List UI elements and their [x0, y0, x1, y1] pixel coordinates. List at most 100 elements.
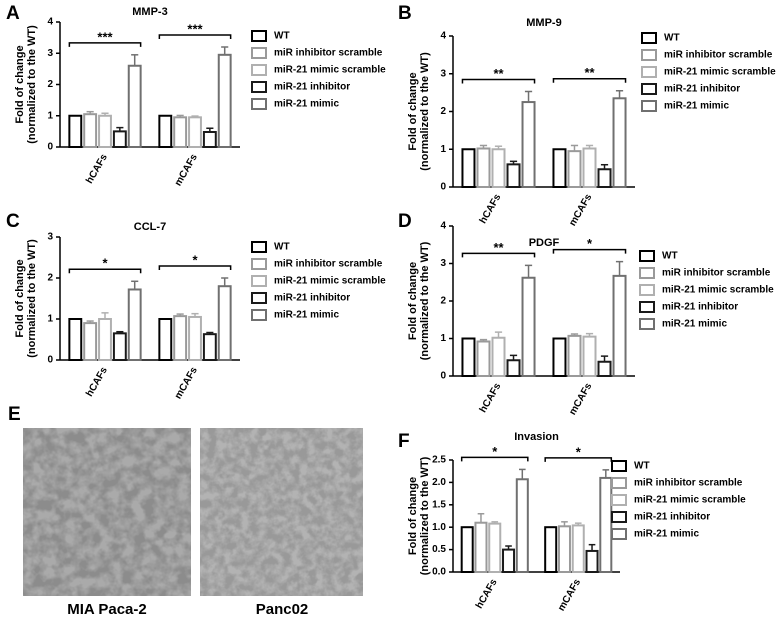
significance-bracket [461, 252, 536, 258]
bar [474, 521, 488, 573]
bar [127, 64, 142, 148]
legend-label: miR-21 mimic [274, 310, 339, 321]
y-tick-label: 0 [47, 355, 53, 366]
bar [488, 522, 502, 574]
significance-bracket [158, 34, 232, 39]
legend-label: miR-21 inhibitor [664, 84, 740, 95]
legend-swatch [611, 460, 627, 472]
legend-label: miR inhibitor scramble [274, 48, 383, 59]
legend-swatch [639, 250, 655, 262]
legend-swatch [639, 267, 655, 279]
legend-swatch [251, 98, 267, 110]
bar [585, 549, 599, 573]
bar [502, 548, 516, 573]
bar [557, 525, 571, 574]
legend-swatch [639, 284, 655, 296]
significance-label: ** [584, 65, 595, 80]
significance-label: * [587, 236, 593, 251]
legend-swatch [639, 301, 655, 313]
legend-label: miR inhibitor scramble [664, 50, 773, 61]
panel-label: A [6, 3, 20, 24]
bar [599, 476, 613, 574]
bar [217, 53, 232, 148]
y-tick-label: 3 [47, 48, 53, 59]
bar [612, 274, 627, 377]
bar [506, 359, 521, 377]
y-tick-label: 1 [440, 333, 446, 344]
micrograph-texture [23, 428, 191, 596]
bar [571, 524, 585, 574]
micrograph-texture [200, 428, 363, 596]
y-tick-label: 2 [47, 273, 53, 284]
legend-swatch [251, 30, 267, 42]
legend-swatch [251, 275, 267, 287]
bar [98, 114, 112, 148]
bar [612, 97, 627, 188]
legend-label: WT [274, 242, 290, 253]
significance-label: * [102, 256, 108, 271]
x-tick-label: hCAFs [478, 192, 504, 226]
bar [515, 478, 529, 574]
bar [476, 340, 491, 377]
bar [83, 113, 98, 148]
x-tick-label: mCAFs [567, 381, 594, 417]
image-caption: Panc02 [256, 601, 309, 618]
y-axis-label: Fold of change [407, 262, 419, 340]
legend-swatch [611, 528, 627, 540]
legend-label: miR-21 mimic scramble [274, 276, 386, 287]
y-axis-label: (normalized to the WT) [419, 241, 431, 360]
x-tick-label: mCAFs [556, 577, 583, 613]
legend-swatch [641, 49, 657, 61]
panel-label: F [398, 431, 410, 452]
bar [491, 336, 506, 377]
legend-swatch [251, 258, 267, 270]
bar [127, 288, 142, 362]
y-tick-label: 4 [440, 31, 446, 42]
legend-swatch [641, 32, 657, 44]
panel-label: E [8, 404, 21, 425]
y-tick-label: 2 [47, 79, 53, 90]
bar [217, 285, 232, 362]
legend-label: miR-21 mimic [662, 319, 727, 330]
bar [98, 318, 112, 361]
legend-label: miR-21 mimic scramble [634, 495, 746, 506]
x-tick-label: hCAFs [478, 381, 504, 415]
bar [521, 276, 536, 377]
significance-bracket [461, 78, 536, 84]
y-tick-label: 1 [440, 144, 446, 155]
bar [461, 337, 476, 377]
image-caption: MIA Paca-2 [67, 601, 146, 618]
y-axis-label: Fold of change [14, 259, 26, 337]
y-tick-label: 1 [47, 314, 53, 325]
significance-bracket [158, 265, 232, 270]
bar [460, 526, 474, 574]
x-tick-label: hCAFs [474, 577, 500, 611]
y-tick-label: 3 [440, 258, 446, 269]
bar [68, 318, 83, 361]
bar [544, 526, 558, 574]
panel-label: C [6, 211, 20, 232]
legend-label: WT [664, 33, 680, 44]
significance-label: * [492, 444, 498, 459]
y-tick-label: 1.0 [432, 522, 446, 533]
legend-label: miR-21 mimic [664, 101, 729, 112]
bar [567, 150, 582, 188]
y-tick-label: 0.0 [432, 567, 446, 578]
significance-bracket [68, 42, 142, 47]
bar [476, 147, 491, 188]
legend-swatch [251, 241, 267, 253]
y-axis-label: Fold of change [14, 45, 26, 123]
y-tick-label: 3 [47, 232, 53, 243]
chart-title: MMP-3 [132, 6, 167, 18]
bar [567, 334, 582, 377]
y-tick-label: 2.5 [432, 455, 446, 466]
bar [521, 101, 536, 188]
y-axis-label: (normalized to the WT) [26, 25, 38, 144]
x-tick-label: hCAFs [84, 152, 110, 186]
significance-bracket [552, 248, 627, 254]
legend-label: miR-21 mimic scramble [662, 285, 774, 296]
legend-label: miR inhibitor scramble [634, 478, 743, 489]
chart-title: MMP-9 [526, 17, 561, 29]
chart-title: PDGF [529, 237, 560, 249]
legend-label: miR-21 inhibitor [662, 302, 738, 313]
